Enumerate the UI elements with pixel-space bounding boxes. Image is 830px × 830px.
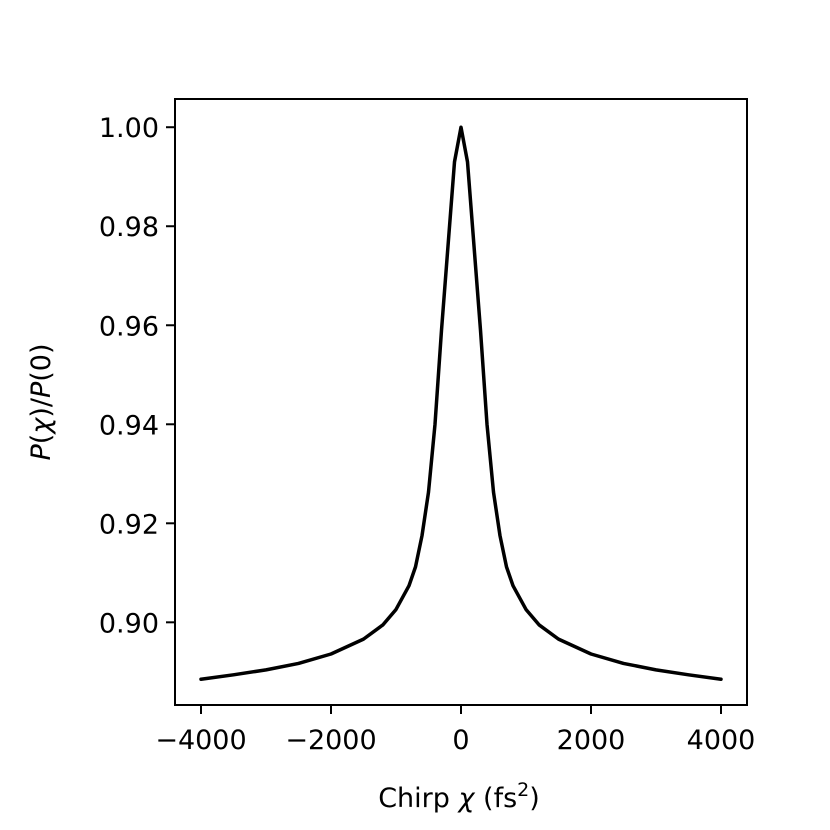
y-axis-label-s2: )/ xyxy=(26,397,57,418)
x-axis-label: Chirp χ (fs2) xyxy=(378,779,540,814)
y-axis-label: P(χ)/P(0) xyxy=(26,343,57,460)
plot-frame xyxy=(174,98,748,706)
x-tick-label: 0 xyxy=(452,725,469,756)
y-axis-label-p1: P xyxy=(26,444,57,461)
y-axis-label-chi: χ xyxy=(26,417,57,436)
y-tick-label: 0.94 xyxy=(99,410,159,441)
y-tick-label: 1.00 xyxy=(99,113,159,144)
y-axis-label-p2: P xyxy=(26,381,57,398)
y-axis-ticks: 0.90 0.92 0.94 0.96 0.98 1.00 xyxy=(99,113,175,639)
x-axis-label-unit-open: (fs xyxy=(474,783,517,814)
x-axis-label-main: Chirp xyxy=(378,783,458,814)
y-tick-label: 0.90 xyxy=(99,608,159,639)
y-axis-label-s3: (0) xyxy=(26,343,57,381)
x-tick-label: −4000 xyxy=(155,725,246,756)
x-axis-ticks: −4000 −2000 0 2000 4000 xyxy=(155,705,755,756)
x-tick-label: 4000 xyxy=(687,725,756,756)
x-axis-label-unit-close: ) xyxy=(529,783,540,814)
y-tick-label: 0.96 xyxy=(99,311,159,342)
series-line xyxy=(199,125,723,681)
x-tick-label: −2000 xyxy=(285,725,376,756)
x-tick-label: 2000 xyxy=(557,725,626,756)
x-axis-label-symbol: χ xyxy=(456,783,475,814)
x-axis-label-unit-sup: 2 xyxy=(517,779,529,801)
y-axis-label-s1: ( xyxy=(26,434,57,445)
y-tick-label: 0.98 xyxy=(99,212,159,243)
y-tick-label: 0.92 xyxy=(99,509,159,540)
